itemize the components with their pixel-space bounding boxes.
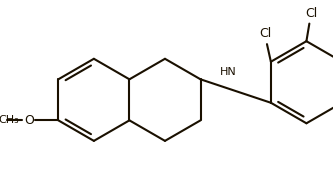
Text: O: O [24,114,34,127]
Text: Cl: Cl [305,7,317,20]
Text: HN: HN [219,67,236,77]
Text: Cl: Cl [259,27,271,40]
Text: CH₃: CH₃ [0,115,19,125]
